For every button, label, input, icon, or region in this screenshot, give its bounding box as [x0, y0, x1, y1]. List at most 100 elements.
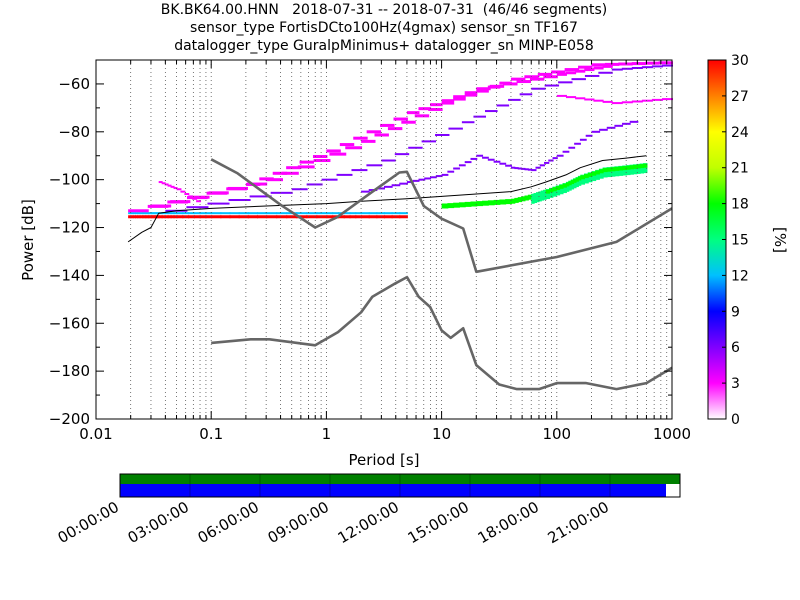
psd-cell — [487, 200, 495, 206]
y-tick-label: −160 — [49, 314, 90, 332]
psd-cell — [643, 163, 648, 174]
psd-cell — [228, 199, 251, 202]
psd-cell — [598, 169, 604, 174]
psd-cell — [629, 164, 634, 175]
ppsd-heatmap — [128, 61, 673, 219]
psd-cell — [158, 215, 163, 219]
psd-cell — [562, 183, 567, 188]
psd-cell — [453, 95, 466, 99]
psd-cell — [461, 121, 475, 124]
psd-cell — [414, 114, 430, 118]
psd-cell — [458, 202, 466, 208]
psd-cell — [376, 215, 385, 219]
psd-cell — [610, 166, 616, 177]
psd-cell — [476, 89, 489, 93]
psd-cell — [351, 169, 368, 172]
psd-cell — [393, 117, 408, 121]
psd-cell — [188, 212, 195, 215]
psd-cell — [591, 130, 601, 133]
psd-cell — [562, 150, 570, 153]
psd-cell — [524, 195, 529, 201]
psd-cell — [394, 153, 410, 156]
psd-cell — [527, 194, 533, 200]
psd-cell — [629, 120, 639, 123]
psd-cell — [464, 91, 478, 95]
psd-cell — [579, 138, 587, 141]
psd-cell — [152, 212, 155, 215]
noise-model-curve-1 — [210, 158, 673, 274]
psd-cell — [632, 164, 638, 175]
y-tick-label: −200 — [49, 410, 90, 428]
psd-cell — [141, 212, 145, 215]
timeline-tick-label: 06:00:00 — [195, 498, 262, 547]
psd-cell — [575, 177, 579, 182]
psd-cell — [130, 215, 134, 219]
psd-cell — [399, 182, 408, 185]
psd-cell — [150, 215, 154, 219]
psd-cell — [618, 62, 633, 66]
psd-cell — [593, 66, 604, 70]
psd-cell — [205, 212, 213, 215]
psd-cell — [441, 173, 449, 176]
psd-cell — [286, 166, 301, 170]
colorbar-tick-label: 9 — [731, 304, 740, 320]
psd-cell — [521, 196, 526, 202]
psd-cell — [544, 161, 550, 164]
psd-cell — [336, 173, 353, 176]
psd-cell — [182, 212, 190, 215]
psd-cell — [575, 97, 586, 100]
psd-cell — [485, 110, 498, 113]
psd-cell — [297, 165, 315, 169]
psd-cell — [164, 183, 169, 186]
psd-cell — [510, 198, 516, 204]
psd-cell — [631, 100, 643, 103]
psd-cell — [137, 212, 141, 215]
psd-cell — [147, 215, 151, 219]
psd-cell — [381, 159, 396, 162]
psd-cell — [384, 185, 393, 188]
psd-cell — [606, 167, 612, 178]
psd-cell — [441, 101, 455, 105]
timeline-tick-label: 12:00:00 — [335, 498, 402, 547]
psd-cell — [227, 186, 248, 190]
psd-cell — [614, 166, 620, 177]
ppsd-curves — [127, 155, 673, 391]
psd-cell — [196, 200, 202, 203]
psd-cell — [152, 215, 155, 219]
psd-cell — [368, 215, 378, 219]
psd-cell — [514, 167, 519, 170]
psd-cell — [316, 212, 328, 215]
psd-cell — [565, 182, 570, 187]
psd-cell — [545, 189, 551, 200]
psd-cell — [384, 212, 393, 215]
psd-cell — [493, 160, 501, 163]
psd-cell — [464, 161, 472, 164]
psd-cell — [418, 178, 426, 181]
psd-cell — [531, 193, 535, 204]
psd-cell — [476, 87, 491, 91]
psd-cell — [570, 179, 575, 190]
psd-cell — [249, 195, 272, 198]
colorbar-label: [%] — [771, 227, 789, 253]
colorbar-tick-label: 27 — [731, 89, 749, 105]
psd-cell — [188, 195, 194, 198]
psd-cell — [598, 71, 613, 74]
psd-cell — [199, 215, 207, 219]
x-axis-label: Period [s] — [348, 451, 419, 469]
psd-cell — [211, 215, 222, 219]
psd-cell — [374, 133, 389, 137]
psd-cell — [661, 64, 673, 67]
psd-cell — [176, 212, 184, 215]
psd-cell — [536, 192, 540, 203]
psd-cell — [487, 158, 495, 161]
psd-cell — [602, 167, 608, 178]
psd-cell — [476, 201, 484, 207]
chart-title-line-2: sensor_type FortisDCto100Hz(4gmax) senso… — [190, 20, 578, 36]
psd-cell — [470, 201, 478, 207]
psd-cell — [631, 66, 643, 69]
psd-cell — [441, 203, 449, 209]
ppsd-grid — [95, 60, 668, 419]
psd-cell — [128, 212, 132, 215]
psd-coverage-bar — [120, 484, 666, 497]
psd-cell — [399, 212, 408, 215]
